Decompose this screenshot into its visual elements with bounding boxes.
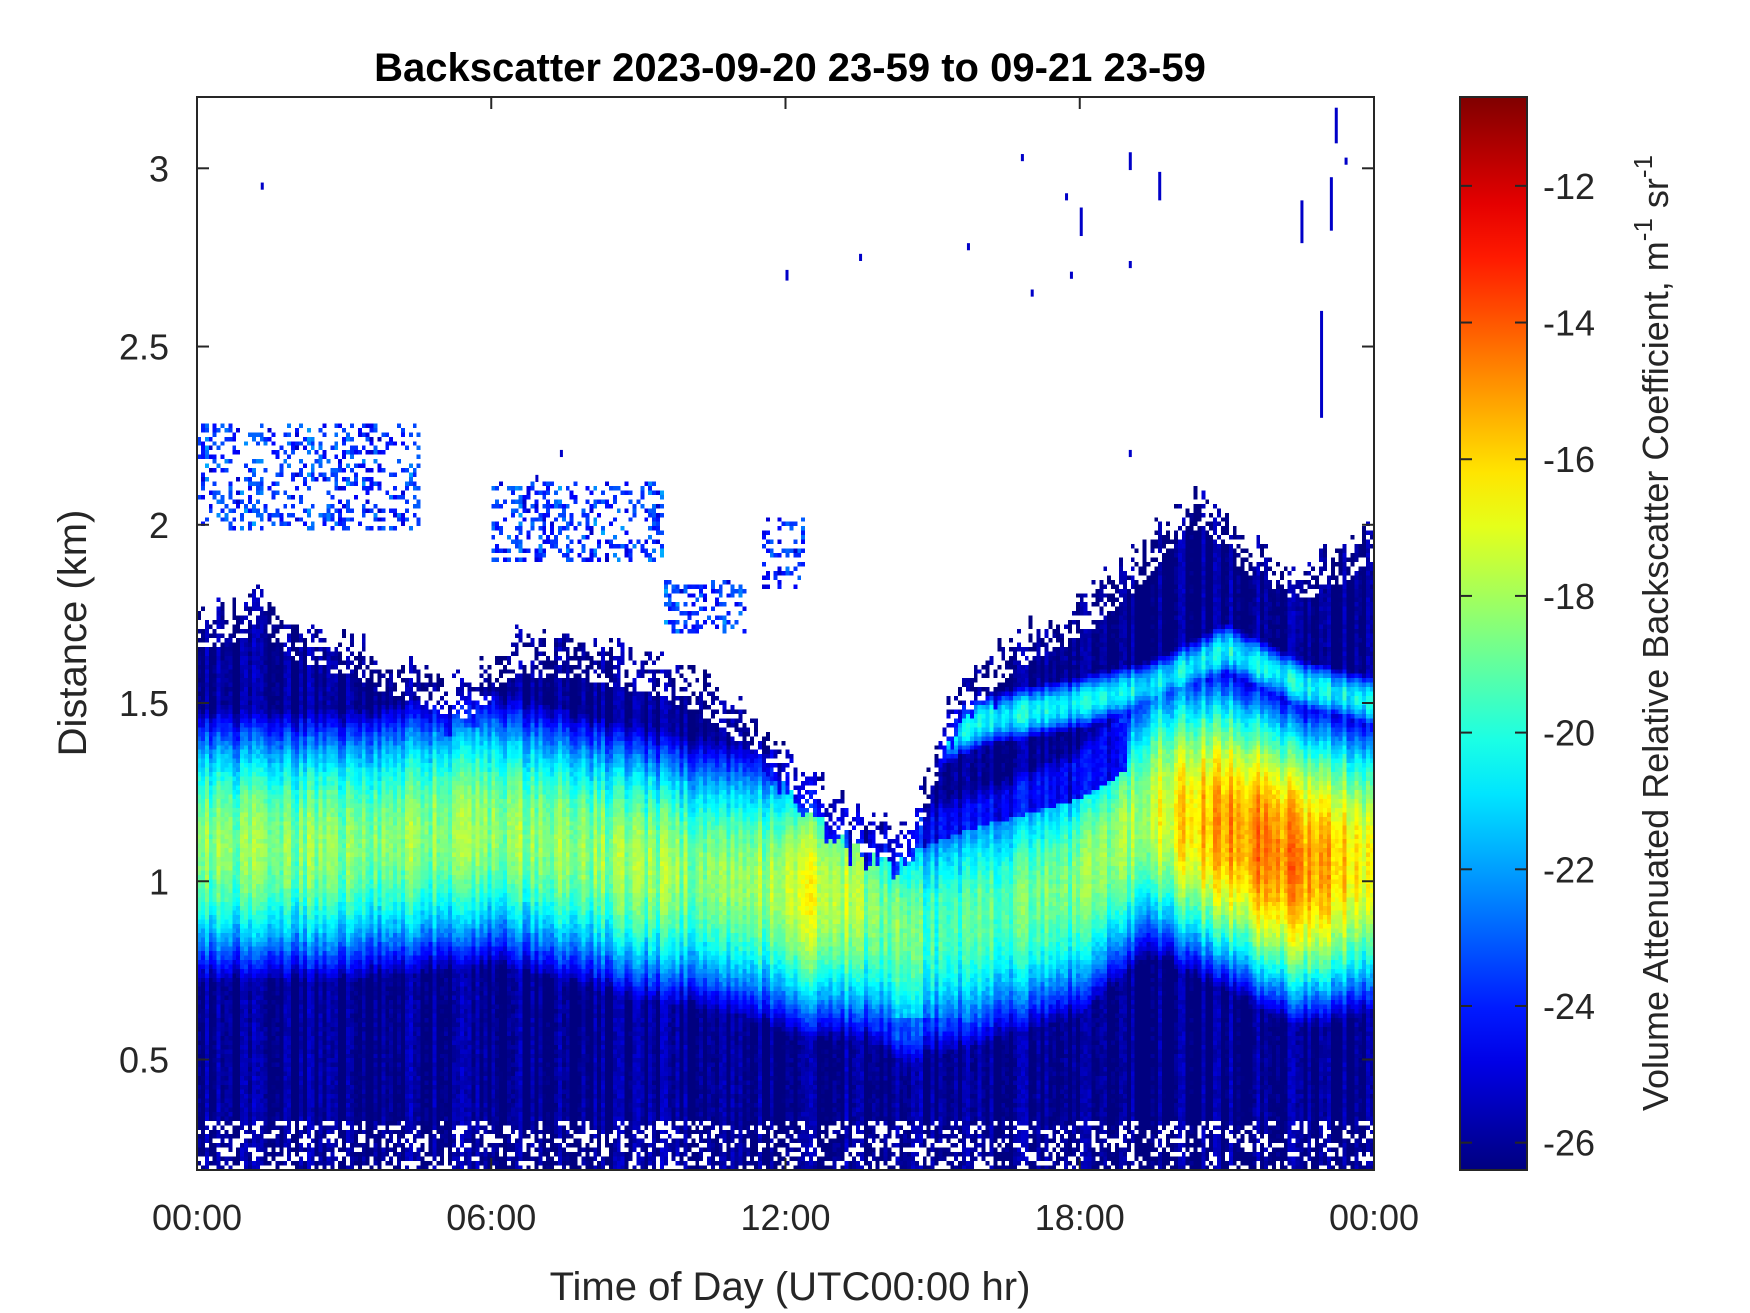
sparse-echo bbox=[1069, 271, 1073, 279]
sparse-echo bbox=[1020, 154, 1024, 162]
y-tick-label: 0.5 bbox=[119, 1039, 169, 1080]
sparse-echo bbox=[859, 253, 863, 261]
colorbar-tick-label: -26 bbox=[1543, 1123, 1595, 1164]
colorbar-gradient bbox=[1460, 97, 1527, 1170]
sparse-echo bbox=[1128, 152, 1132, 171]
y-tick-label: 2 bbox=[149, 505, 169, 546]
sparse-echo bbox=[260, 182, 264, 190]
sparse-echo bbox=[1079, 207, 1083, 237]
sparse-echo bbox=[535, 474, 539, 482]
colorbar-ticks: -26 -24 -22 -20 -18 -16 -14 -12 bbox=[1460, 166, 1595, 1164]
colorbar-tick-label: -12 bbox=[1543, 166, 1595, 207]
sparse-echo bbox=[559, 449, 563, 458]
y-tick-label: 3 bbox=[149, 148, 169, 189]
x-axis-label: Time of Day (UTC00:00 hr) bbox=[550, 1265, 1031, 1309]
colorbar-tick-label: -22 bbox=[1543, 849, 1595, 890]
sparse-echo bbox=[1030, 289, 1034, 297]
x-tick-label: 00:00 bbox=[1329, 1197, 1419, 1238]
colorbar-label-main: Volume Attenuated Relative Backscatter C… bbox=[1635, 241, 1676, 1111]
colorbar-frame bbox=[1459, 96, 1528, 1171]
sparse-echo bbox=[1128, 260, 1132, 269]
y-axis: 0.5 1 1.5 2 2.5 3 bbox=[119, 148, 1374, 1080]
colorbar-tick-label: -16 bbox=[1543, 439, 1595, 480]
y-axis-label: Distance (km) bbox=[51, 510, 95, 757]
heatmap-cells bbox=[197, 97, 1374, 1170]
colorbar-label-mid: sr bbox=[1635, 178, 1676, 218]
sparse-echo bbox=[1065, 193, 1069, 201]
x-tick-label: 06:00 bbox=[446, 1197, 536, 1238]
colorbar-label-sup2: -1 bbox=[1628, 155, 1658, 178]
sparse-echo bbox=[1329, 177, 1333, 231]
colorbar-tick-label: -20 bbox=[1543, 713, 1595, 754]
x-tick-label: 00:00 bbox=[152, 1197, 242, 1238]
colorbar-label: Volume Attenuated Relative Backscatter C… bbox=[1628, 155, 1676, 1111]
y-tick-label: 1.5 bbox=[119, 683, 169, 724]
sparse-echo bbox=[966, 243, 970, 251]
x-tick-label: 12:00 bbox=[740, 1197, 830, 1238]
y-tick-label: 2.5 bbox=[119, 327, 169, 368]
colorbar-tick-label: -18 bbox=[1543, 576, 1595, 617]
sparse-echo bbox=[1158, 171, 1162, 201]
colorbar-tick-label: -24 bbox=[1543, 986, 1595, 1027]
x-tick-label: 18:00 bbox=[1035, 1197, 1125, 1238]
chart-title: Backscatter 2023-09-20 23-59 to 09-21 23… bbox=[374, 46, 1206, 90]
sparse-echo bbox=[1334, 107, 1338, 144]
sparse-echo bbox=[1300, 200, 1304, 244]
sparse-echo bbox=[1128, 449, 1132, 458]
x-axis: 00:00 06:00 12:00 18:00 00:00 bbox=[152, 97, 1419, 1238]
sparse-echo-marks bbox=[260, 107, 1348, 482]
sparse-echo bbox=[1320, 310, 1324, 418]
colorbar-label-sup1: -1 bbox=[1628, 218, 1658, 241]
sparse-echo bbox=[1344, 157, 1348, 165]
sparse-echo bbox=[785, 269, 789, 281]
plot-area bbox=[196, 96, 1375, 1171]
colorbar: -26 -24 -22 -20 -18 -16 -14 -12 Volume Attenuat… bbox=[1459, 96, 1676, 1171]
colorbar-tick-label: -14 bbox=[1543, 303, 1595, 344]
y-tick-label: 1 bbox=[149, 861, 169, 902]
